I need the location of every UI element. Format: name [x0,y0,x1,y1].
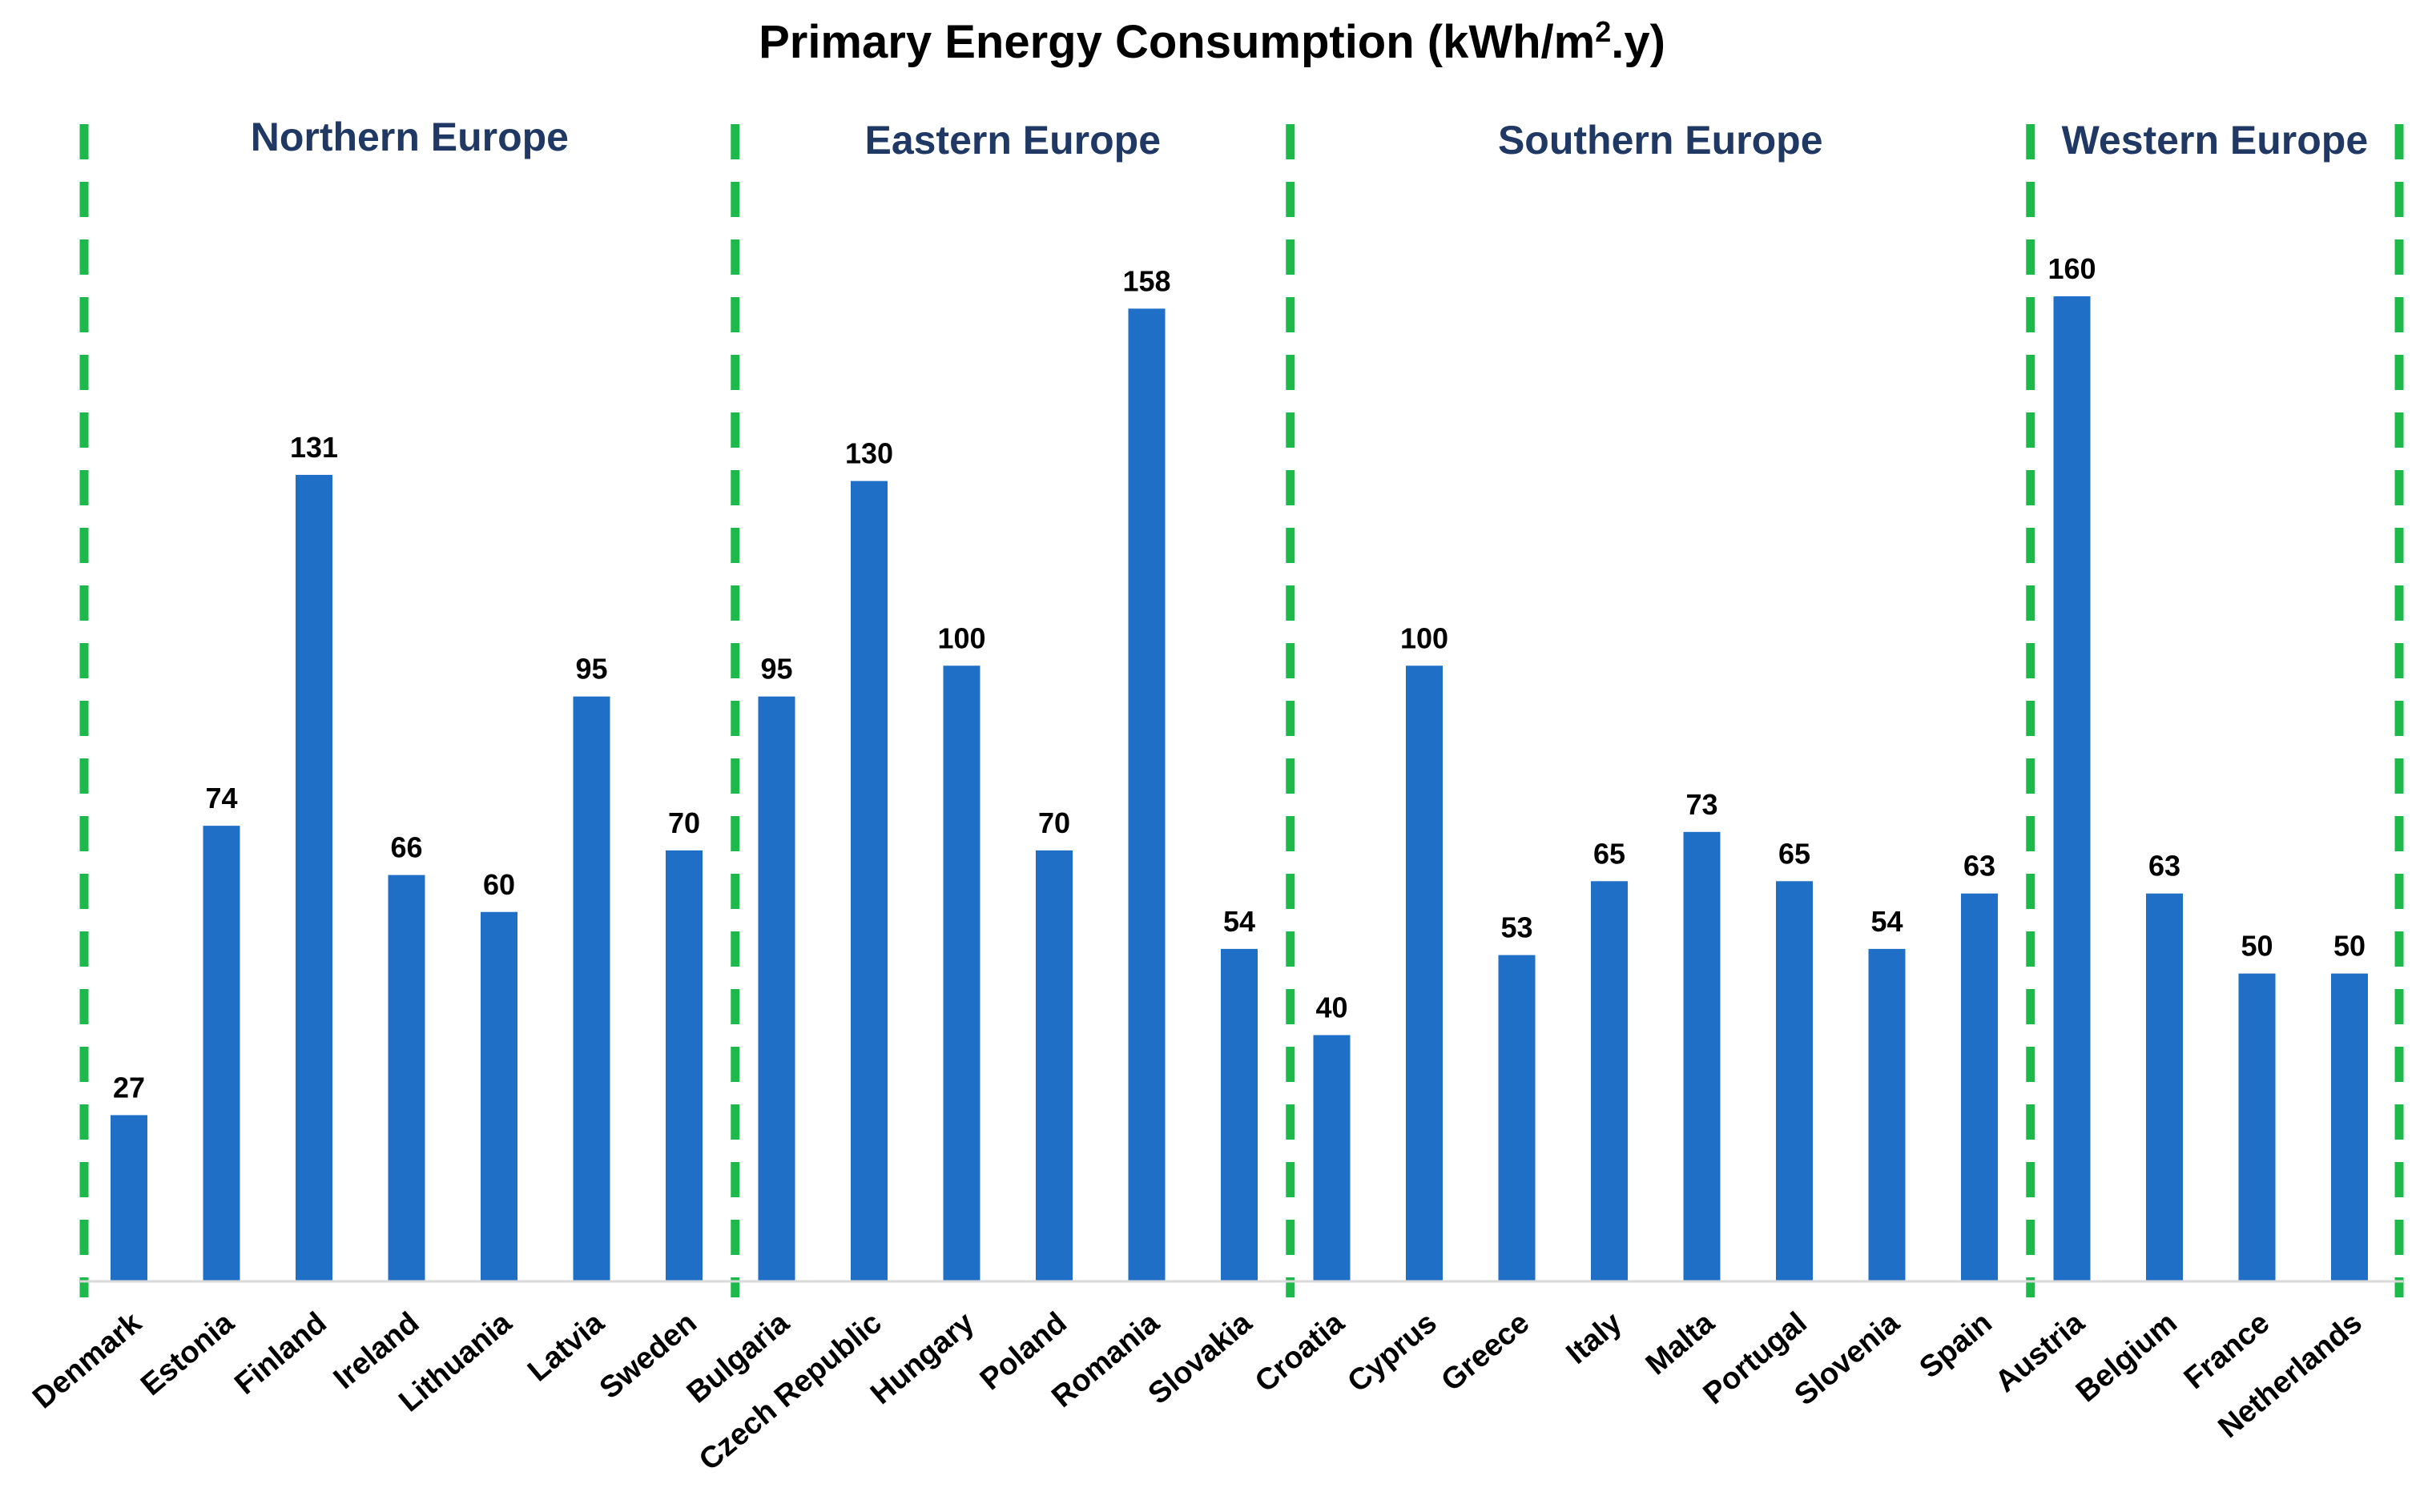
bar-bulgaria [758,696,795,1281]
x-tick-label: Greece [1435,1306,1536,1398]
value-labels: 27 74 131 66 60 95 70 95 130 100 70 158 54 40 100 53 65 7… [113,252,2366,1104]
value-label: 158 [1122,264,1170,297]
value-label: 60 [483,868,515,901]
value-label: 73 [1685,788,1717,821]
region-label: Western Europe [2062,118,2369,163]
bar-france [2238,973,2276,1281]
x-tick-label: Malta [1640,1305,1721,1381]
x-tick-label: Hungary [864,1306,980,1411]
value-label: 54 [1223,905,1255,938]
bar-cyprus [1406,666,1443,1281]
region-label: Northern Europe [251,115,569,159]
x-tick-label: Finland [228,1306,332,1401]
x-tick-label: Denmark [26,1305,148,1415]
bar-netherlands [2331,973,2368,1281]
value-label: 131 [290,431,338,464]
x-tick-label: Italy [1560,1306,1629,1371]
bar-portugal [1776,881,1813,1281]
value-label: 53 [1500,911,1532,944]
value-label: 54 [1870,905,1903,938]
bar-denmark [111,1115,147,1281]
bar-croatia [1313,1035,1351,1281]
x-tick-label: Croatia [1249,1305,1351,1399]
value-label: 65 [1593,837,1625,870]
bar-estonia [203,826,240,1281]
bar-latvia [573,696,610,1281]
value-label: 27 [113,1071,145,1104]
bars [111,296,2368,1281]
value-label: 66 [390,831,422,864]
value-label: 40 [1315,991,1347,1024]
bar-lithuania [481,911,517,1281]
value-label: 160 [2048,252,2096,285]
x-tick-label: Belgium [2070,1306,2184,1409]
bar-spain [1961,893,1998,1281]
bar-ireland [388,875,425,1281]
region-dividers [79,124,2404,1297]
bar-slovakia [1221,948,1258,1281]
value-label: 63 [1963,850,1995,883]
value-label: 95 [575,653,607,686]
chart-title: Primary Energy Consumption (kWh/m2.y) [759,15,1665,68]
value-label: 50 [2333,930,2366,963]
region-label: Eastern Europe [864,118,1161,163]
region-label: Southern Europe [1498,118,1823,163]
value-label: 130 [845,437,893,470]
x-tick-label: Cyprus [1341,1306,1443,1399]
value-label: 74 [205,782,237,814]
x-tick-label: Estonia [135,1305,241,1402]
value-label: 65 [1778,837,1810,870]
bar-slovenia [1868,948,1906,1281]
x-tick-label: Slovenia [1789,1305,1907,1412]
bar-sweden [666,850,703,1281]
bar-romania [1128,308,1166,1281]
bar-malta [1683,831,1721,1281]
value-label: 63 [2148,850,2180,883]
bar-czech-republic [851,481,888,1281]
region-labels: Northern Europe Eastern Europe Southern Eu… [251,115,2368,163]
value-label: 70 [1038,806,1070,839]
bar-austria [2053,296,2091,1281]
bar-greece [1498,955,1536,1281]
bar-poland [1036,850,1073,1281]
bar-finland [296,474,332,1281]
bar-italy [1591,881,1628,1281]
value-label: 100 [1400,621,1448,654]
value-label: 100 [937,621,985,654]
bar-hungary [943,666,980,1281]
value-label: 95 [760,653,792,686]
x-tick-label: Spain [1914,1306,1999,1385]
x-tick-label: Slovakia [1142,1305,1259,1411]
value-label: 70 [668,806,700,839]
bar-belgium [2146,893,2183,1281]
value-label: 50 [2241,930,2273,963]
